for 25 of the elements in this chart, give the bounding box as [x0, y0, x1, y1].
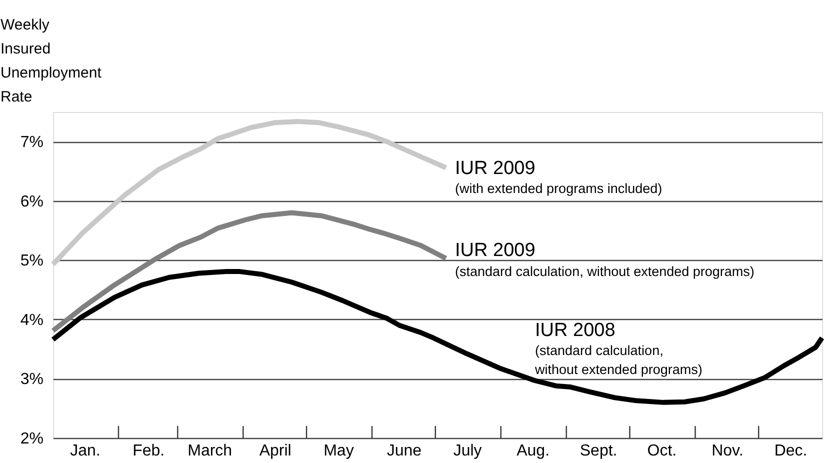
series-label: IUR 2008: [535, 320, 616, 341]
series-label: IUR 2009: [455, 240, 536, 261]
y-tick-label: 2%: [20, 430, 44, 448]
x-tick-label: Jan.: [70, 442, 100, 460]
y-axis-title: Weekly Insured Unemployment Rate: [0, 16, 102, 106]
x-tick-label: Feb.: [132, 442, 165, 460]
x-tick-label: Aug.: [516, 442, 550, 460]
x-tick-label: July: [453, 442, 482, 460]
x-tick-label: Sept.: [580, 442, 618, 460]
y-tick-label: 7%: [20, 134, 44, 152]
y-tick-label: 4%: [20, 312, 44, 329]
y-tick-label: 3%: [20, 371, 44, 388]
x-tick-label: May: [324, 442, 354, 460]
annotation: (with extended programs included): [455, 181, 662, 196]
annotation: (standard calculation, without extended programs): [455, 264, 754, 279]
series-label: IUR 2009: [455, 158, 536, 179]
y-tick-label: 5%: [20, 252, 44, 270]
x-tick-label: March: [188, 442, 232, 460]
x-tick-label: Oct.: [647, 442, 677, 460]
x-tick-label: June: [386, 442, 422, 460]
annotation: (standard calculation, without extended programs): [534, 343, 702, 377]
x-tick-label: Dec.: [774, 442, 808, 460]
x-tick-label: April: [259, 442, 292, 460]
x-tick-label: Nov.: [712, 442, 744, 460]
y-tick-label: 6%: [20, 193, 44, 210]
